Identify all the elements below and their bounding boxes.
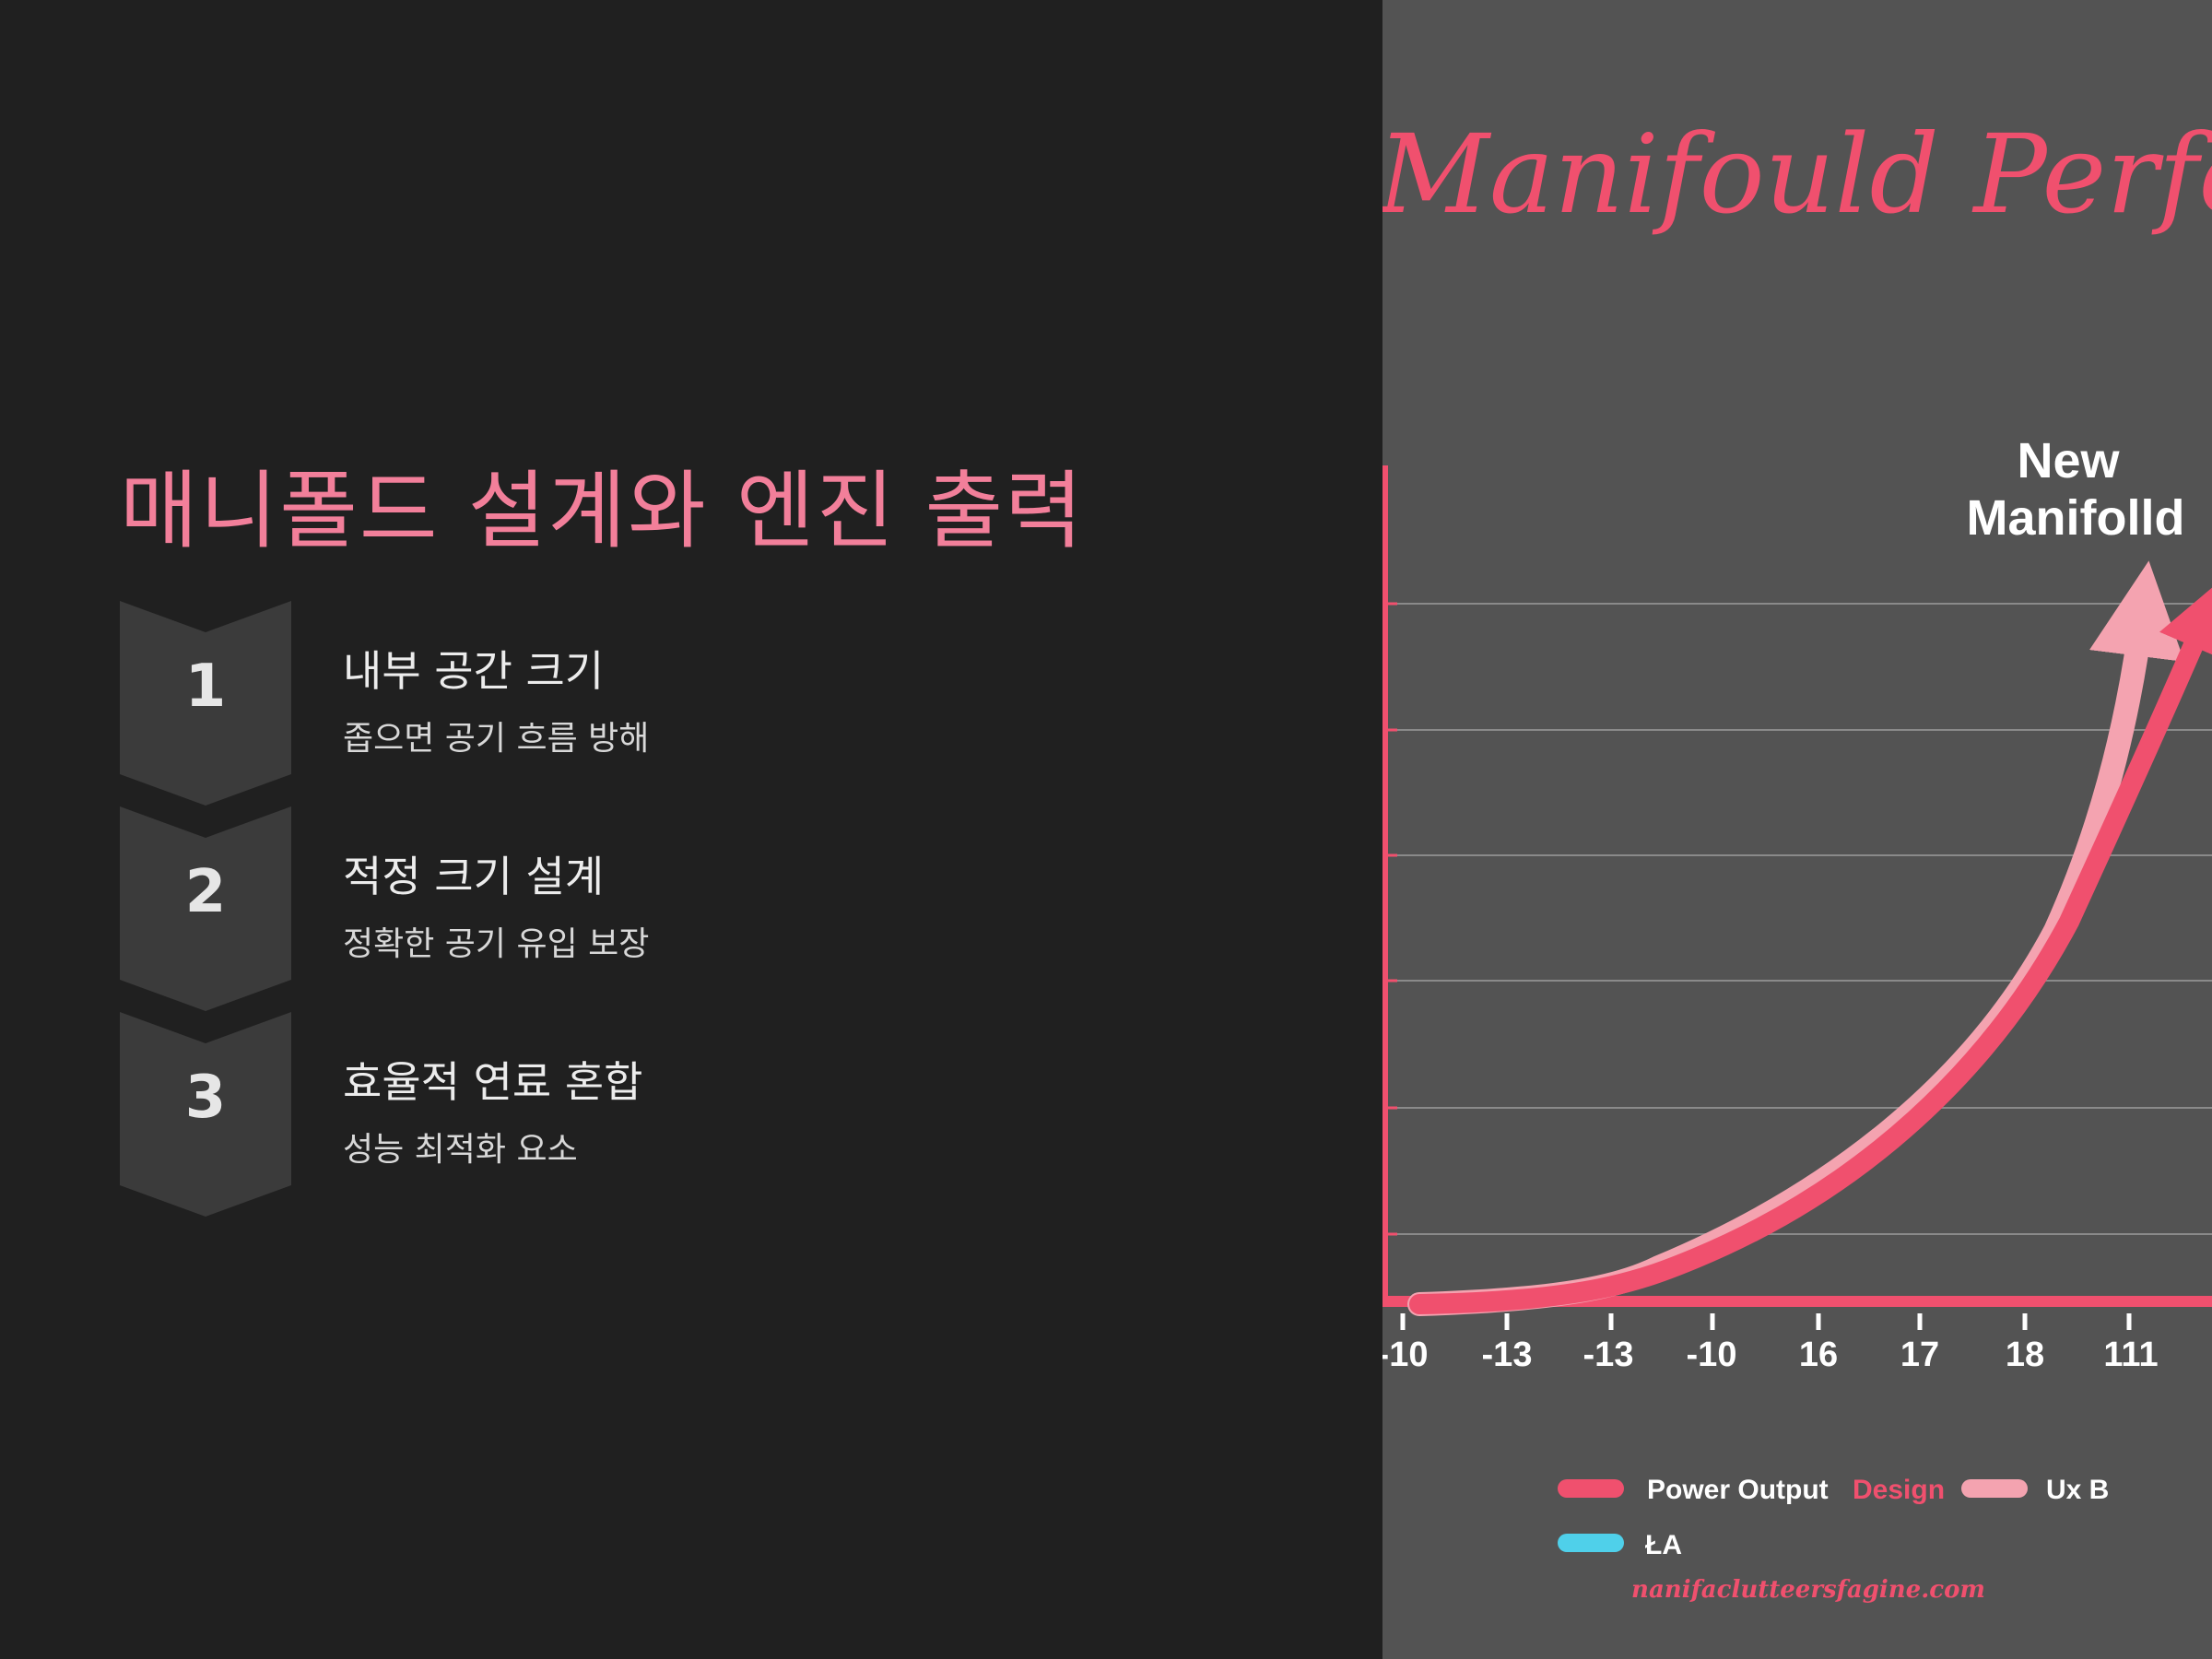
x-axis-ticks xyxy=(1400,1313,2132,1330)
x-tick-label: -13 xyxy=(1482,1335,1533,1374)
step-item-1: 1 내부 공간 크기 좁으면 공기 흐름 방해 xyxy=(120,601,1226,806)
page-title: 매니폴드 설계와 엔진 출력 xyxy=(120,462,1085,560)
legend-label-uxb: Ux B xyxy=(2046,1475,2109,1505)
x-tick-label: 16 xyxy=(1799,1335,1838,1374)
chart-image-panel: Manifould Performanc -10 -13 -13 xyxy=(1382,0,2212,1659)
step-number: 3 xyxy=(184,1064,227,1132)
step-description: 좁으면 공기 흐름 방해 xyxy=(343,720,650,758)
power-output-curve xyxy=(1409,579,2212,1314)
grid-lines xyxy=(1382,603,2212,1235)
x-tick-labels: -10 -13 -13 -10 16 17 18 111 xyxy=(1382,1335,2159,1374)
performance-chart: Manifould Performanc -10 -13 -13 xyxy=(1382,111,2212,1604)
step-title: 효율적 연료 혼합 xyxy=(343,1057,643,1107)
step-description: 정확한 공기 유입 보장 xyxy=(343,925,650,963)
step-number: 1 xyxy=(184,653,227,721)
annotation-line-1: New xyxy=(2017,433,2120,488)
legend-swatch-power xyxy=(1558,1479,1624,1498)
x-tick-label: 18 xyxy=(2006,1335,2044,1374)
x-tick-label: -10 xyxy=(1382,1335,1428,1374)
legend-label-ta: ŁA xyxy=(1645,1530,1682,1560)
legend-swatch-ta xyxy=(1558,1534,1624,1552)
chart-title: Manifould Performanc xyxy=(1382,111,2212,238)
legend-label-power: Power Output xyxy=(1647,1475,1829,1505)
legend-swatch-uxb xyxy=(1961,1479,2028,1498)
x-tick-label: -13 xyxy=(1583,1335,1634,1374)
step-item-2: 2 적정 크기 설계 정확한 공기 유입 보장 xyxy=(120,806,1226,1011)
chevron-badge xyxy=(120,806,291,1011)
chevron-badge xyxy=(120,1012,291,1217)
step-item-3: 3 효율적 연료 혼합 성능 최적화 요소 xyxy=(120,1012,1226,1217)
x-tick-label: 17 xyxy=(1900,1335,1939,1374)
chevron-badge xyxy=(120,601,291,806)
legend-label-design: Design xyxy=(1853,1475,1945,1505)
step-title: 내부 공간 크기 xyxy=(343,646,605,696)
x-tick-label: -10 xyxy=(1687,1335,1737,1374)
x-tick-label: 111 xyxy=(2103,1335,2158,1374)
chart-watermark: nanifaclutteersfagine.com xyxy=(1631,1576,1985,1604)
chart-legend: Power Output Design Ux B ŁA xyxy=(1558,1475,2109,1560)
step-title: 적정 크기 설계 xyxy=(343,852,605,901)
step-number: 2 xyxy=(184,858,227,926)
left-panel: 매니폴드 설계와 엔진 출력 1 내부 공간 크기 좁으면 공기 흐름 방해 2… xyxy=(120,462,1226,1217)
y-axis-ticks xyxy=(1385,602,1397,1236)
step-description: 성능 최적화 요소 xyxy=(343,1131,578,1169)
annotation-line-2: Manifolld xyxy=(1967,490,2185,546)
new-manifold-curve xyxy=(1407,560,2185,1316)
